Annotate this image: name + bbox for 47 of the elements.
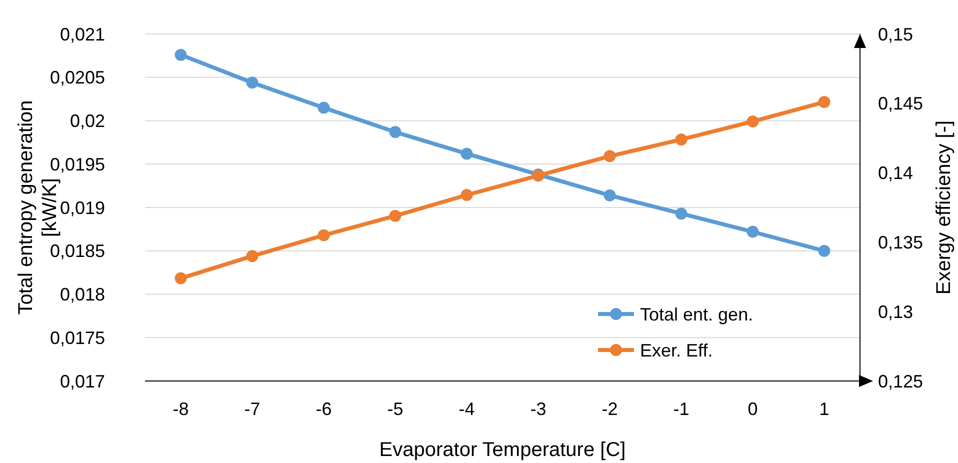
point <box>318 102 330 114</box>
point <box>174 48 187 61</box>
x-tick-label: -3 <box>530 399 546 419</box>
legend-label: Total ent. gen. <box>640 304 754 324</box>
point <box>460 148 473 160</box>
y-tick-label: 0,0205 <box>50 68 105 88</box>
point <box>818 96 830 108</box>
point <box>246 250 258 262</box>
y2-tick-label: 0,125 <box>878 371 924 392</box>
point <box>246 76 258 89</box>
y-tick-label: 0,0175 <box>50 328 105 348</box>
point <box>746 115 759 128</box>
point <box>389 210 402 222</box>
x-tick-label: -5 <box>387 399 404 419</box>
x-tick-label: -4 <box>458 399 475 419</box>
point <box>604 150 616 162</box>
x-tick-label: 0 <box>748 399 758 419</box>
x-tick-label: -2 <box>602 399 618 419</box>
x-tick-label: -7 <box>244 399 260 419</box>
y-tick-label: 0,019 <box>60 198 105 218</box>
point <box>675 208 688 220</box>
legend-label: Exer. Eff. <box>640 340 713 360</box>
point <box>174 272 187 284</box>
point <box>818 244 830 257</box>
point <box>389 126 402 138</box>
x-tick-label: -6 <box>316 399 332 419</box>
y-tick-label: 0,017 <box>60 371 105 392</box>
y2-tick-label: 0,15 <box>878 24 914 44</box>
x-axis-title: Evaporator Temperature [C] <box>379 439 626 461</box>
y-tick-label: 0,02 <box>70 111 105 132</box>
point <box>675 133 688 146</box>
point <box>460 189 473 202</box>
y-tick-label: 0,0195 <box>50 154 105 174</box>
y-tick-label: 0,0185 <box>50 241 105 262</box>
y2-axis-title: Exergy efficiency [-] <box>933 120 955 295</box>
point <box>318 229 330 242</box>
y-tick-label: 0,021 <box>60 24 105 44</box>
y2-tick-label: 0,145 <box>878 94 924 114</box>
x-tick-label: 1 <box>819 399 830 419</box>
y2-tick-label: 0,135 <box>878 232 924 252</box>
y2-tick-label: 0,14 <box>878 163 914 184</box>
y-tick-label: 0,018 <box>60 284 105 305</box>
point <box>746 226 759 238</box>
point <box>604 189 616 202</box>
x-tick-label: -8 <box>172 399 189 419</box>
x-tick-label: -1 <box>673 399 690 419</box>
y2-tick-label: 0,13 <box>878 302 914 322</box>
